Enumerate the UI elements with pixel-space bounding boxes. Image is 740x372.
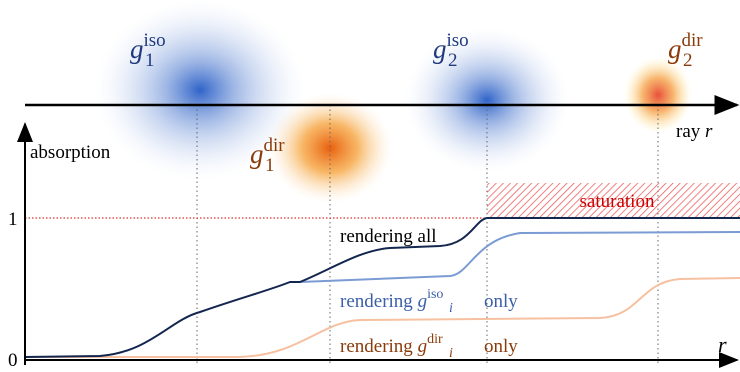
y-tick-label: 0 — [8, 350, 18, 371]
curve-label: rendering gdiri only — [340, 332, 518, 361]
ray-label: ray r — [676, 121, 713, 142]
curve-label: rendering gisoi only — [340, 287, 518, 316]
sup: dir — [427, 332, 443, 347]
saturation-label: saturation — [580, 191, 655, 212]
sub: i — [449, 301, 453, 316]
g: g — [668, 34, 682, 64]
prefix: rendering — [340, 291, 413, 312]
sup: iso — [144, 30, 166, 51]
curve-label: rendering all — [340, 226, 437, 247]
g: g — [418, 336, 428, 357]
x-variable: r — [718, 332, 727, 357]
g: g — [250, 139, 264, 169]
suffix: only — [484, 336, 518, 357]
prefix: rendering — [340, 336, 413, 357]
sup: dir — [682, 30, 704, 51]
g: g — [130, 34, 144, 64]
sup: dir — [264, 135, 286, 156]
ray-text: ray — [676, 121, 701, 142]
sub: i — [449, 346, 453, 361]
suffix: only — [484, 291, 518, 312]
sub: 1 — [145, 50, 155, 71]
g: g — [433, 34, 447, 64]
y-tick-label: 1 — [8, 209, 18, 230]
sub: 2 — [683, 50, 693, 71]
diagram: saturation ray r absorption 0 1 r giso1 … — [0, 0, 740, 372]
sup: iso — [447, 30, 469, 51]
sub: 1 — [265, 155, 275, 176]
sub: 2 — [448, 50, 458, 71]
y-axis-label: absorption — [30, 142, 111, 163]
g: g — [418, 291, 428, 312]
ray-variable: r — [705, 121, 713, 142]
sup: iso — [427, 287, 443, 302]
